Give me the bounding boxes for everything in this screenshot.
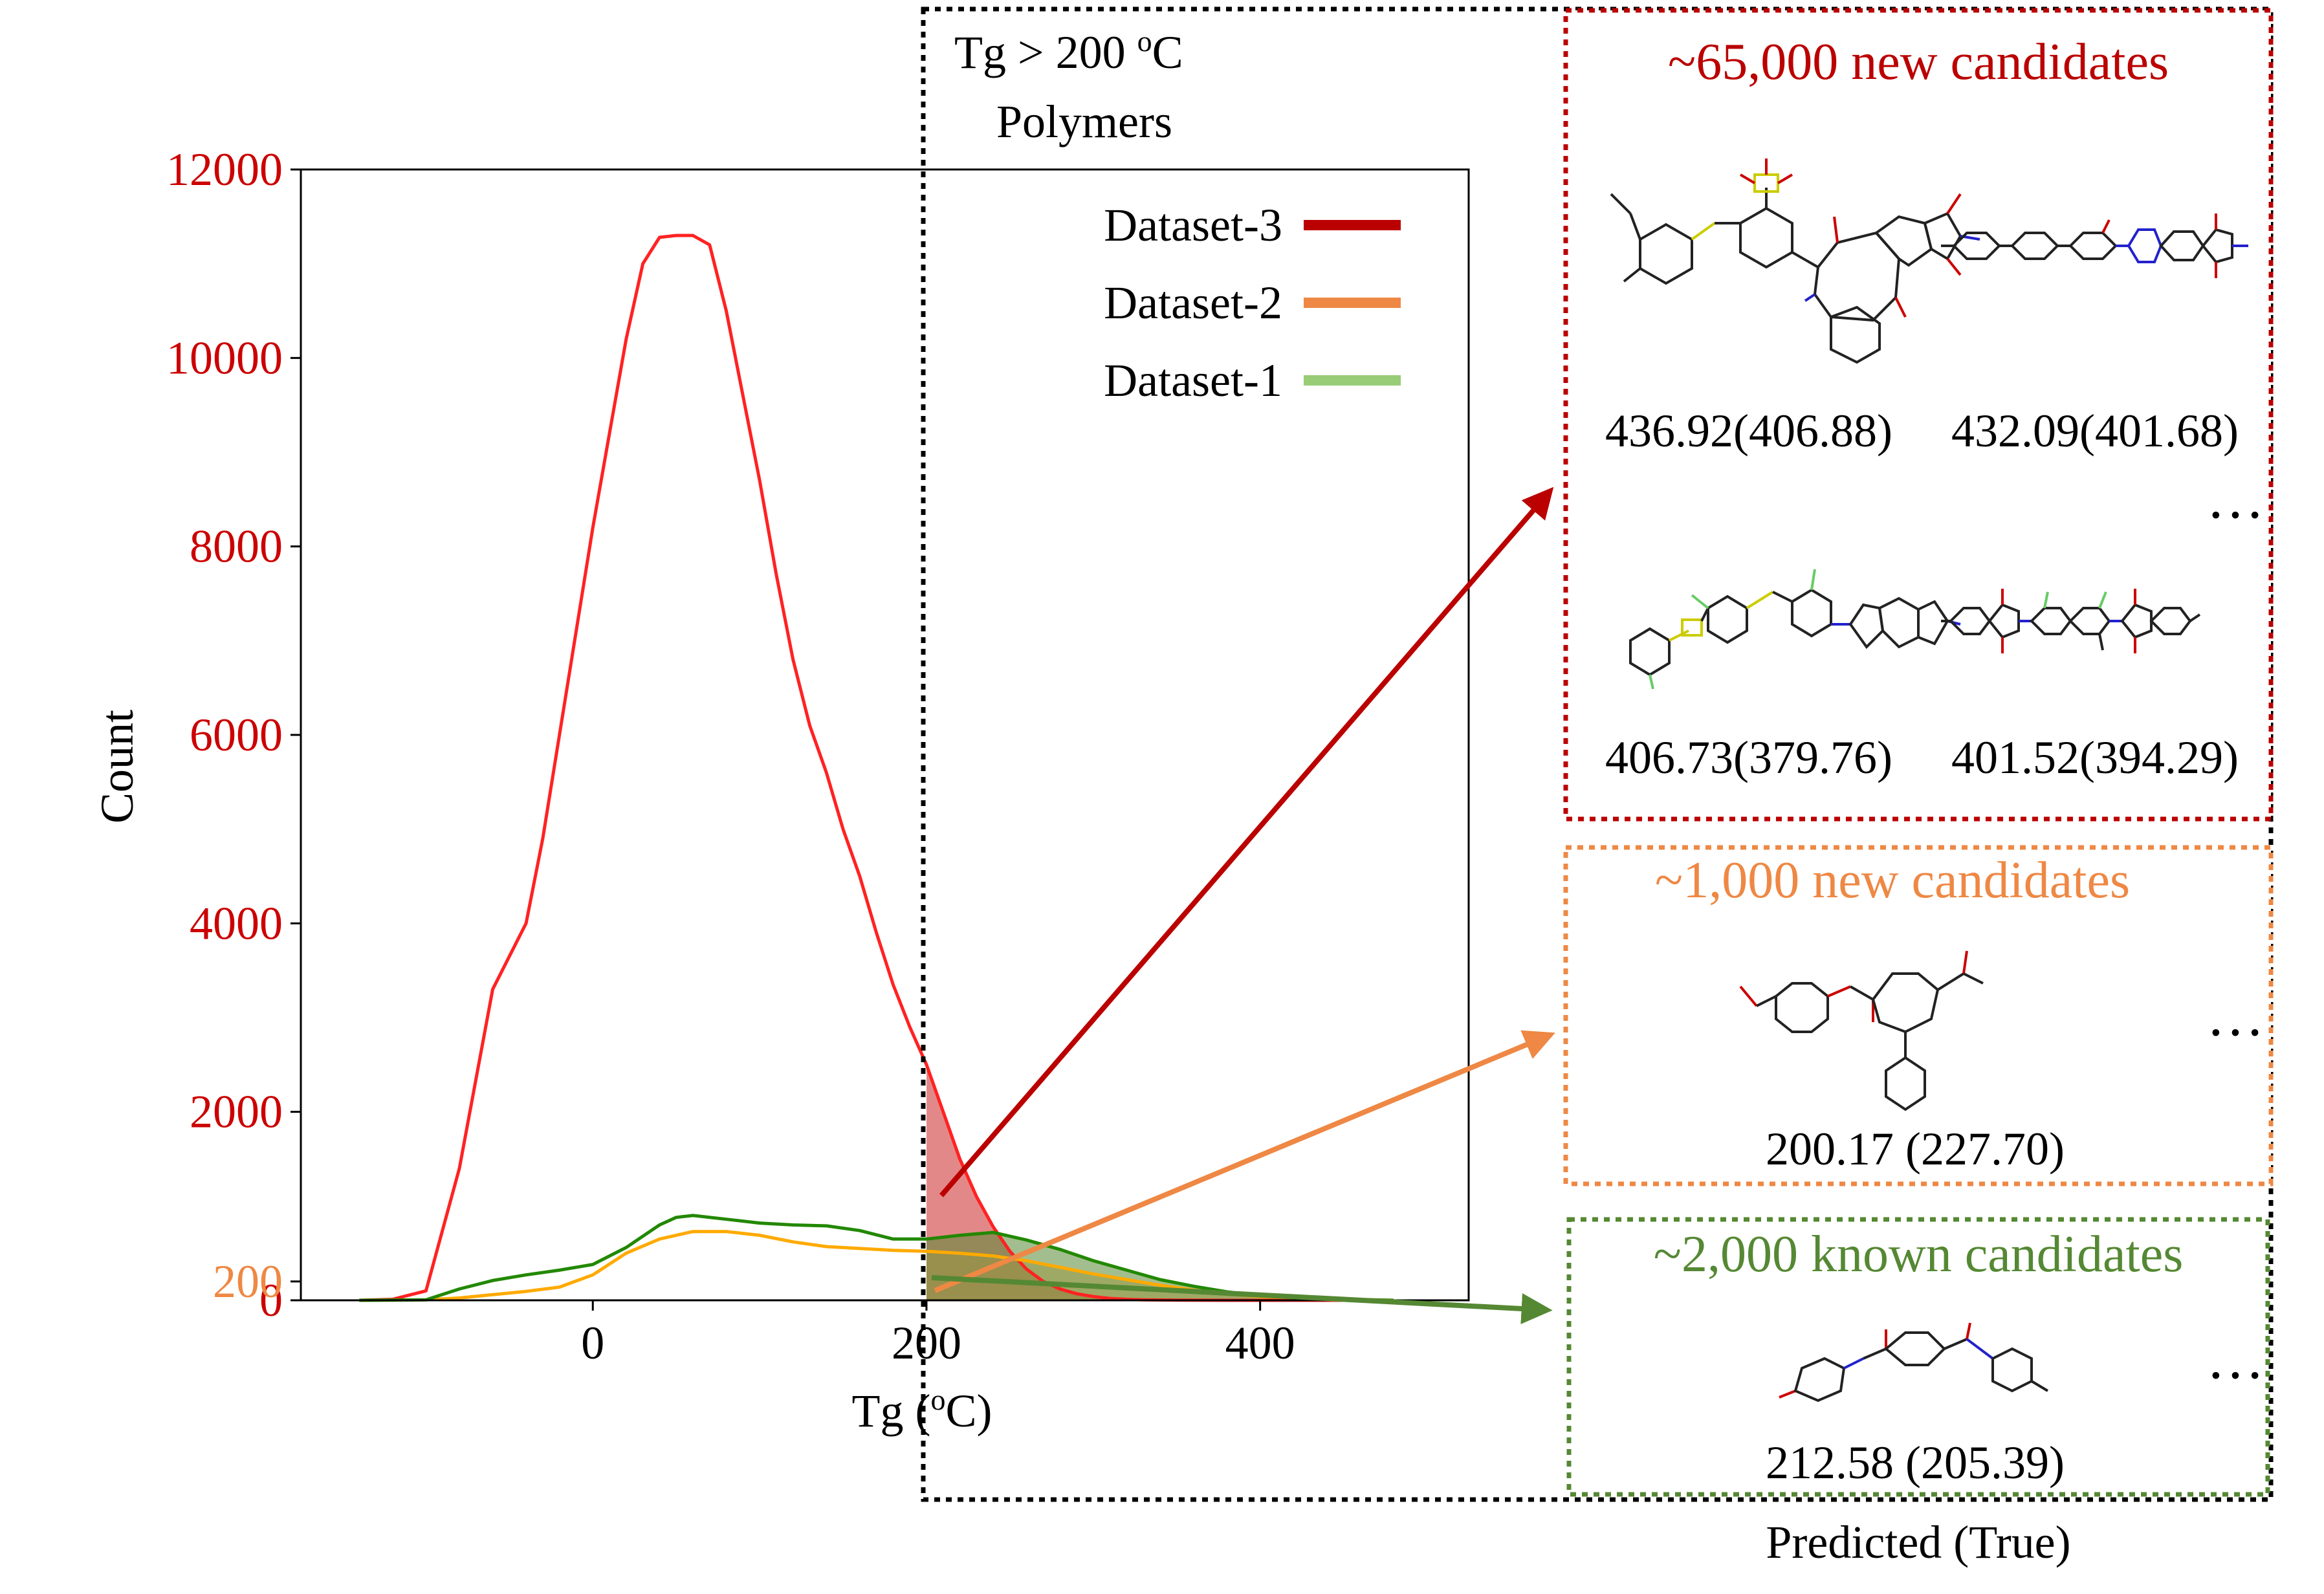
- panel-dataset-3-label-3: 406.73(379.76): [1605, 732, 1892, 783]
- x-tick-label: 400: [1225, 1317, 1295, 1369]
- panel-dataset-2-frame: [1563, 845, 2274, 1186]
- legend-label-dataset-2: Dataset-2: [1104, 277, 1282, 329]
- panel-dataset-3-ellipsis: …: [2206, 466, 2264, 530]
- region-subtitle: Polymers: [996, 96, 1172, 147]
- y-axis-label: Count: [91, 710, 143, 824]
- arrow-dataset-1-to-panel: [931, 1275, 1553, 1324]
- panel-dataset-3: ~65,000 new candidates: [1563, 8, 2274, 822]
- x-axis-ticks: 0 200 400: [581, 1300, 1295, 1369]
- legend-label-dataset-1: Dataset-1: [1104, 355, 1282, 406]
- legend: Dataset-3 Dataset-2 Dataset-1: [1104, 199, 1401, 406]
- region-title: Tg > 200 oC: [954, 25, 1183, 78]
- arrow-dataset-3-to-panel: [939, 486, 1554, 1197]
- panel-dataset-3-title: ~65,000 new candidates: [1668, 34, 2169, 91]
- threshold-region-box: [921, 6, 2274, 1502]
- x-tick-label: 200: [892, 1317, 961, 1369]
- panel-dataset-1-ellipsis: …: [2206, 1327, 2264, 1391]
- y-tick-label: 200: [213, 1256, 283, 1307]
- panel-dataset-3-frame: [1563, 8, 2274, 822]
- panel-dataset-2-ellipsis: …: [2206, 984, 2264, 1048]
- panel-dataset-1-label-1: 212.58 (205.39): [1766, 1437, 2065, 1489]
- panel-dataset-3-label-4: 401.52(394.29): [1951, 732, 2239, 783]
- y-tick-label: 6000: [190, 709, 283, 761]
- y-tick-label: 10000: [166, 332, 283, 384]
- panel-dataset-2-label-1: 200.17 (227.70): [1766, 1123, 2065, 1175]
- panel-dataset-1: ~2,000 known candidates 212.58 (205.39) …: [1566, 1217, 2270, 1497]
- panel-dataset-2-title: ~1,000 new candidates: [1655, 852, 2130, 909]
- panel-dataset-3-label-2: 432.09(401.68): [1951, 405, 2239, 457]
- molecule-structure-3: [1629, 569, 1961, 690]
- molecule-structure-2: [1941, 213, 2248, 278]
- line-dataset-3: [359, 234, 1394, 1302]
- footer-caption: Predicted (True): [1766, 1516, 2070, 1568]
- y-tick-label: 12000: [166, 144, 283, 195]
- plot-frame: [300, 168, 1470, 1302]
- density-curves: [359, 234, 1394, 1302]
- x-axis-label: Tg (oC): [852, 1383, 992, 1437]
- arrow-dataset-2-to-panel: [934, 1030, 1555, 1293]
- line-dataset-2: [359, 1230, 1394, 1302]
- y-tick-label: 2000: [190, 1086, 283, 1138]
- molecule-structure-4: [1941, 589, 2201, 653]
- panel-dataset-1-title: ~2,000 known candidates: [1654, 1226, 2184, 1283]
- panel-dataset-3-label-1: 436.92(406.88): [1605, 405, 1892, 457]
- panel-dataset-1-frame: [1566, 1217, 2270, 1497]
- panel-dataset-2: ~1,000 new candidates 200.17 (227.70) …: [1563, 845, 2274, 1186]
- molecule-structure-5: [1739, 950, 1984, 1111]
- x-tick-label: 0: [581, 1317, 604, 1369]
- line-dataset-1: [359, 1214, 1394, 1302]
- molecule-structure-6: [1779, 1322, 2049, 1403]
- legend-label-dataset-3: Dataset-3: [1104, 199, 1282, 251]
- molecule-structure-1: [1610, 158, 1980, 364]
- y-tick-label: 8000: [190, 521, 283, 573]
- y-tick-label: 0: [259, 1274, 283, 1326]
- y-tick-label: 4000: [190, 897, 283, 949]
